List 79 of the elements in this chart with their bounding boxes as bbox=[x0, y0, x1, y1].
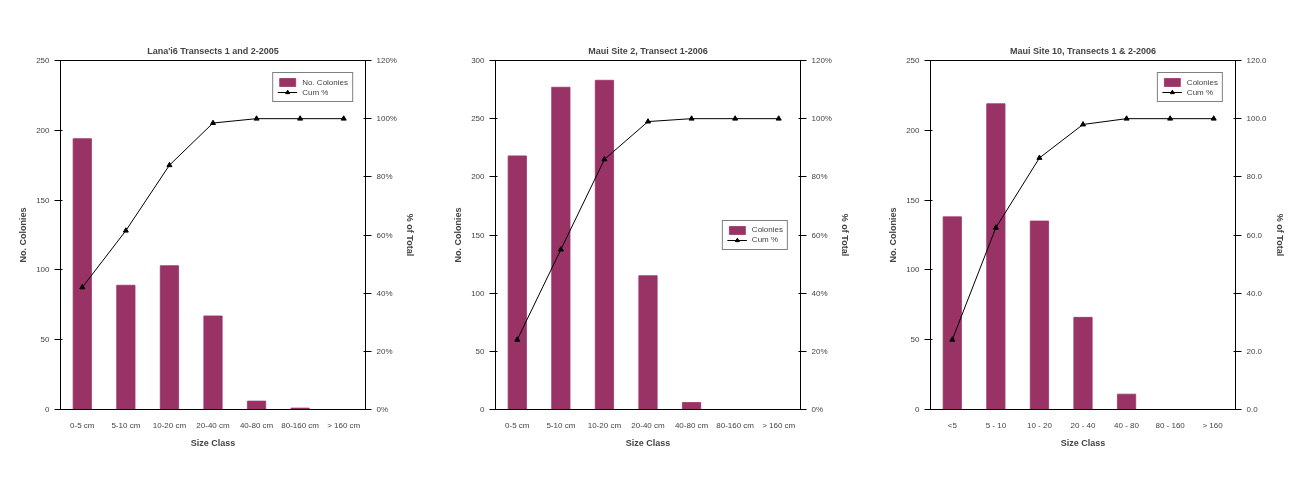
y-tick-label: 50 bbox=[475, 346, 486, 356]
x-tick-label: 0-5 cm bbox=[70, 420, 95, 430]
y-tick-label: 150 bbox=[36, 195, 51, 205]
x-tick-label: 80 - 160 bbox=[1155, 420, 1186, 430]
y2-tick-label: 100% bbox=[376, 114, 397, 124]
chart-title: Lana'i6 Transects 1 and 2-2005 bbox=[147, 45, 279, 56]
x-tick-label: 5-10 cm bbox=[111, 420, 141, 430]
y2-tick-label: 20% bbox=[811, 346, 828, 356]
y2-tick-label: 0.0 bbox=[1246, 405, 1259, 414]
y-tick-label: 0 bbox=[480, 405, 486, 414]
y2-tick-label: 60% bbox=[376, 230, 393, 240]
y2-tick-label: 80.0 bbox=[1246, 172, 1263, 182]
chart-title: Maui Site 2, Transect 1-2006 bbox=[588, 45, 708, 56]
y-tick-label: 0 bbox=[45, 405, 51, 414]
y2-tick-label: 120% bbox=[811, 56, 832, 65]
y2-tick-label: 40.0 bbox=[1246, 288, 1263, 298]
x-axis-title: Size Class bbox=[625, 437, 671, 448]
y-tick-label: 200 bbox=[471, 172, 486, 182]
x-tick-label: > 160 bbox=[1202, 420, 1224, 430]
legend-label: Cum % bbox=[1186, 87, 1214, 97]
y2-tick-label: 40% bbox=[376, 288, 393, 298]
y2-axis-title: % of Total bbox=[1274, 213, 1285, 257]
legend-label: Cum % bbox=[302, 87, 329, 97]
y-tick-label: 100 bbox=[471, 288, 486, 298]
y-tick-label: 150 bbox=[906, 195, 921, 205]
x-tick-label: 20 - 40 bbox=[1070, 420, 1096, 430]
x-tick-label: <5 bbox=[947, 420, 958, 430]
y-tick-label: 50 bbox=[40, 335, 51, 345]
y2-tick-label: 0% bbox=[376, 405, 389, 414]
x-tick-label: 20-40 cm bbox=[196, 420, 231, 430]
x-tick-label: > 160 cm bbox=[762, 420, 796, 430]
y2-tick-label: 120.0 bbox=[1246, 56, 1268, 65]
y2-tick-label: 80% bbox=[376, 172, 393, 182]
x-tick-label: 80-160 cm bbox=[281, 420, 320, 430]
y-tick-label: 150 bbox=[471, 230, 486, 240]
y-tick-label: 100 bbox=[906, 265, 921, 275]
x-tick-label: 10 - 20 bbox=[1026, 420, 1053, 430]
y-tick-label: 250 bbox=[36, 56, 51, 65]
legend-label: Colonies bbox=[751, 224, 783, 235]
x-tick-label: 5-10 cm bbox=[546, 420, 576, 430]
y-axis-title: No. Colonies bbox=[888, 207, 899, 263]
x-tick-label: 40 - 80 bbox=[1114, 420, 1140, 430]
x-tick-label: 80-160 cm bbox=[716, 420, 755, 430]
x-tick-label: 40-80 cm bbox=[239, 420, 274, 430]
y2-axis-title: % of Total bbox=[404, 213, 415, 257]
y-axis-title: No. Colonies bbox=[453, 207, 464, 263]
x-axis-title: Size Class bbox=[190, 437, 236, 448]
y2-tick-label: 80% bbox=[811, 172, 828, 182]
y-tick-label: 100 bbox=[36, 265, 51, 275]
x-tick-label: 40-80 cm bbox=[674, 420, 709, 430]
x-axis-title: Size Class bbox=[1060, 437, 1106, 448]
x-tick-label: > 160 cm bbox=[327, 420, 361, 430]
y-tick-label: 250 bbox=[471, 114, 486, 124]
x-tick-label: 5 - 10 bbox=[985, 420, 1007, 430]
y-tick-label: 250 bbox=[906, 56, 921, 65]
x-tick-label: 10-20 cm bbox=[587, 420, 622, 430]
y2-tick-label: 100% bbox=[811, 114, 832, 124]
chart-title: Maui Site 10, Transects 1 & 2-2006 bbox=[1009, 45, 1157, 56]
y2-tick-label: 100.0 bbox=[1246, 114, 1268, 124]
legend-label: Colonies bbox=[1186, 77, 1218, 87]
y2-tick-label: 60.0 bbox=[1246, 230, 1263, 240]
y-axis-title: No. Colonies bbox=[18, 207, 29, 263]
legend-label: Cum % bbox=[751, 234, 779, 245]
x-tick-label: 0-5 cm bbox=[505, 420, 530, 430]
y2-tick-label: 20.0 bbox=[1246, 346, 1263, 356]
y2-axis-title: % of Total bbox=[839, 213, 850, 257]
y-tick-label: 200 bbox=[906, 125, 921, 135]
legend-label: No. Colonies bbox=[302, 77, 348, 87]
y-tick-label: 0 bbox=[915, 405, 921, 414]
y2-tick-label: 60% bbox=[811, 230, 828, 240]
y-tick-label: 300 bbox=[471, 56, 486, 65]
x-tick-label: 10-20 cm bbox=[152, 420, 187, 430]
x-tick-label: 20-40 cm bbox=[631, 420, 666, 430]
y2-tick-label: 40% bbox=[811, 288, 828, 298]
y2-tick-label: 120% bbox=[376, 56, 397, 65]
y-tick-label: 200 bbox=[36, 125, 51, 135]
y2-tick-label: 20% bbox=[376, 346, 393, 356]
y2-tick-label: 0% bbox=[811, 405, 824, 414]
y-tick-label: 50 bbox=[910, 335, 921, 345]
